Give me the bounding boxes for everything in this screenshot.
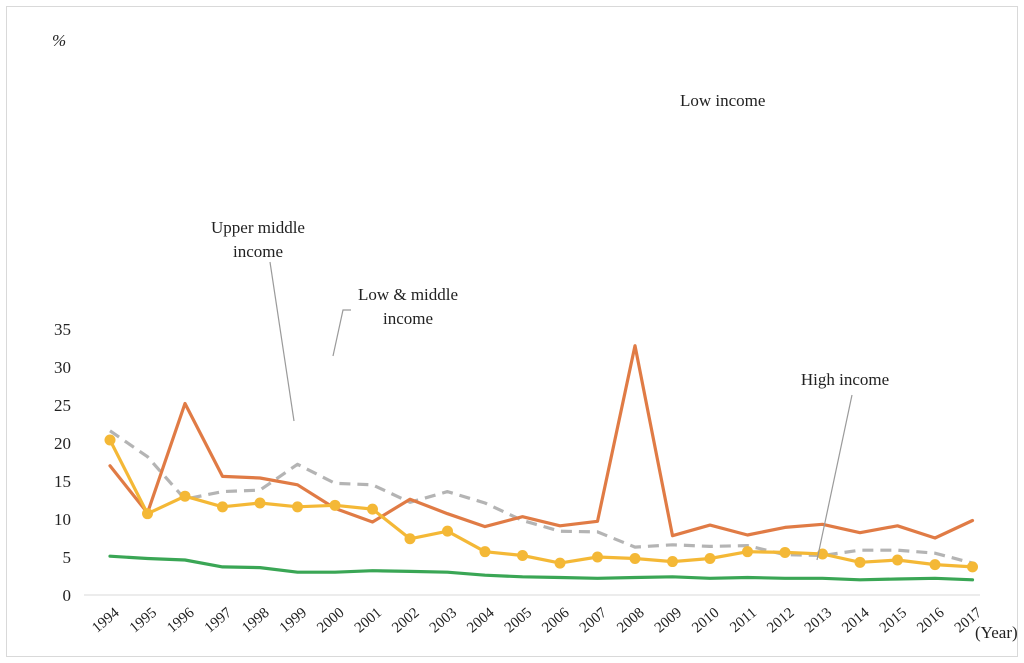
y-tick-label: 30 [54, 358, 71, 377]
x-tick-label: 2011 [727, 605, 760, 636]
data-point-upper-middle-income [704, 553, 716, 565]
x-tick-label: 2012 [764, 605, 797, 637]
data-point-upper-middle-income [442, 525, 453, 537]
data-point-upper-middle-income [404, 533, 416, 545]
data-point-upper-middle-income [779, 546, 791, 558]
x-tick-label: 2015 [877, 605, 910, 637]
data-point-upper-middle-income [742, 546, 753, 558]
data-point-upper-middle-income [179, 490, 191, 502]
y-unit-label: % [52, 31, 66, 50]
x-tick-label: 2002 [389, 605, 422, 637]
annotation-low-and-middle-income: Low & middle [358, 285, 458, 304]
data-point-upper-middle-income [929, 559, 941, 571]
data-point-upper-middle-income [892, 554, 903, 566]
y-tick-label: 25 [54, 396, 71, 415]
series-line-high-income [108, 554, 975, 582]
x-tick-label: 2008 [614, 605, 647, 637]
data-point-upper-middle-income [217, 501, 228, 513]
x-unit-label: (Year) [975, 623, 1018, 642]
annotation-upper-middle-income: Upper middle [211, 218, 305, 237]
leader-line-upper-middle-income [269, 261, 295, 422]
annotation-upper-middle-income: income [233, 242, 283, 261]
series-layer [104, 344, 978, 582]
y-tick-label: 35 [54, 320, 71, 339]
x-tick-label: 2003 [427, 605, 460, 637]
data-point-upper-middle-income [292, 501, 303, 513]
y-tick-label: 5 [63, 548, 72, 567]
x-tick-label: 2005 [502, 605, 535, 637]
x-tick-label: 1996 [164, 604, 198, 636]
data-point-upper-middle-income [254, 497, 266, 509]
x-tick-label: 1999 [277, 605, 310, 637]
x-tick-label: 1997 [202, 604, 236, 636]
y-tick-label: 15 [54, 472, 71, 491]
annotation-low-and-middle-income: income [383, 309, 433, 328]
x-tick-label: 1995 [127, 605, 160, 637]
y-axis: 0 5 10 15 20 25 30 35 [54, 320, 71, 605]
data-point-upper-middle-income [854, 556, 866, 568]
data-point-upper-middle-income [554, 557, 566, 569]
annotation-low-income: Low income [680, 91, 765, 110]
data-point-upper-middle-income [142, 508, 153, 520]
data-point-upper-middle-income [667, 556, 678, 568]
chart-frame [6, 6, 1018, 657]
x-axis: 1994 1995 1996 1997 1998 1999 2000 2001 2002 2003… [84, 594, 985, 637]
data-point-upper-middle-income [967, 561, 978, 573]
data-point-upper-middle-income [329, 499, 341, 511]
data-point-upper-middle-income [592, 551, 603, 563]
x-tick-label: 2013 [802, 605, 835, 637]
y-tick-label: 10 [54, 510, 71, 529]
x-tick-label: 2006 [539, 604, 573, 636]
x-tick-label: 2009 [652, 605, 685, 637]
series-line-low-and-middle-income [109, 429, 973, 565]
data-point-upper-middle-income [629, 553, 641, 565]
leader-line-high-income [816, 394, 853, 561]
annotation-layer: Low income Upper middle income Low & middle… [211, 91, 889, 561]
x-tick-label: 2000 [314, 605, 347, 637]
x-tick-label: 2004 [464, 604, 498, 636]
x-tick-label: 1998 [239, 605, 272, 637]
data-point-upper-middle-income [479, 546, 491, 558]
y-tick-label: 0 [63, 586, 72, 605]
x-tick-label: 2016 [914, 604, 948, 636]
series-line-upper-middle-income [108, 438, 975, 569]
data-point-upper-middle-income [817, 548, 828, 560]
y-tick-label: 20 [54, 434, 71, 453]
x-tick-label: 1994 [89, 604, 123, 636]
data-point-upper-middle-income [104, 434, 116, 446]
leader-line-low-and-middle-income [332, 309, 351, 357]
x-tick-label: 2010 [689, 605, 722, 637]
series-line-low-income [108, 344, 975, 540]
x-tick-label: 2014 [839, 604, 873, 636]
data-point-upper-middle-income [367, 503, 378, 515]
annotation-high-income: High income [801, 370, 889, 389]
x-tick-label: 2007 [577, 604, 611, 636]
data-point-upper-middle-income [517, 549, 528, 561]
x-tick-label: 2001 [352, 605, 385, 637]
